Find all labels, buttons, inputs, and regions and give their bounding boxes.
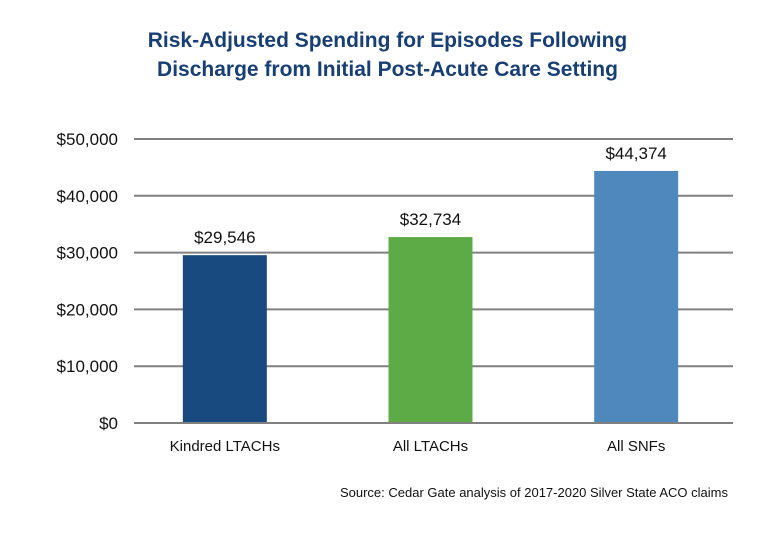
chart-title-line-1: Risk-Adjusted Spending for Episodes Foll… [147,29,628,52]
y-tick-label: $10,000 [57,357,118,376]
chart-title: Risk-Adjusted Spending for Episodes Foll… [0,26,775,84]
data-labels: $29,546 $32,734 $44,374 [194,144,667,247]
bar-value-label: $29,546 [194,228,255,247]
bar-value-label: $32,734 [400,210,461,229]
y-tick-label: $40,000 [57,187,118,206]
y-tick-label: $50,000 [57,130,118,149]
y-axis-tick-labels: $0 $10,000 $20,000 $30,000 $40,000 $50,000 [57,130,118,433]
bar [594,170,679,423]
bar [388,237,473,423]
chart-title-line-2: Discharge from Initial Post-Acute Care S… [157,58,618,81]
bar-value-label: $44,374 [605,144,666,163]
x-axis-category-labels: Kindred LTACHs All LTACHs All SNFs [134,422,733,455]
x-category-label: All SNFs [607,438,665,455]
x-category-label: All LTACHs [393,438,468,455]
y-tick-label: $30,000 [57,244,118,263]
source-note: Source: Cedar Gate analysis of 2017-2020… [339,485,728,500]
y-tick-label: $0 [99,414,118,433]
y-tick-label: $20,000 [57,300,118,319]
bars [182,170,679,423]
x-category-label: Kindred LTACHs [170,438,280,455]
bar [182,255,267,423]
